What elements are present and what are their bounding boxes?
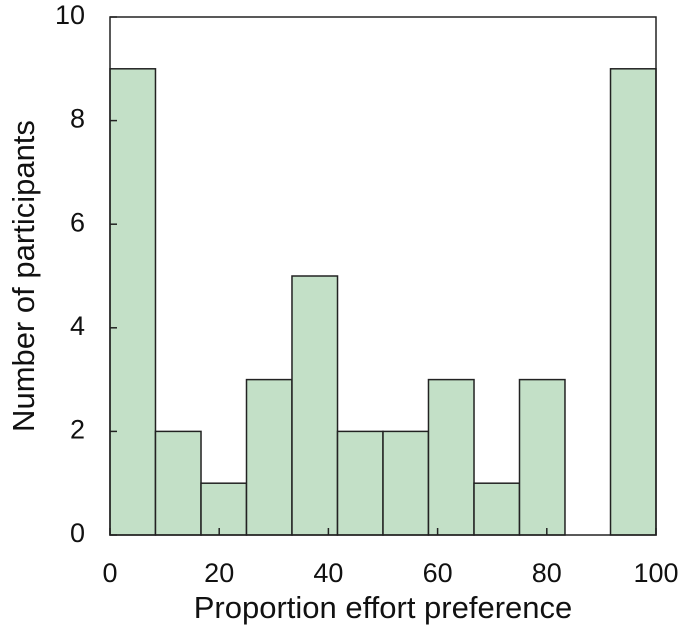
- y-tick-label: 0: [70, 518, 85, 548]
- y-tick-label: 6: [70, 207, 85, 237]
- bar: [200, 482, 248, 536]
- x-axis-label: Proportion effort preference: [194, 590, 573, 625]
- y-tick-label: 2: [70, 415, 85, 445]
- bar: [609, 68, 657, 536]
- bar: [291, 275, 339, 536]
- bar: [245, 378, 293, 536]
- y-tick-label: 8: [70, 104, 85, 134]
- bar: [518, 378, 566, 536]
- bar: [427, 378, 475, 536]
- x-tick-label: 0: [102, 558, 117, 588]
- y-tick-label: 10: [55, 0, 85, 30]
- x-tick-label: 100: [633, 558, 678, 588]
- y-tick-label: 4: [70, 311, 85, 341]
- bar: [109, 68, 157, 536]
- x-tick-label: 20: [204, 558, 234, 588]
- bar: [382, 430, 430, 536]
- bar: [336, 430, 384, 536]
- plot-frame: [109, 16, 657, 536]
- x-tick-label: 40: [313, 558, 343, 588]
- bar: [473, 482, 521, 536]
- bar: [154, 430, 202, 536]
- x-tick-label: 60: [423, 558, 453, 588]
- x-tick-label: 80: [532, 558, 562, 588]
- y-axis-label: Number of participants: [6, 120, 41, 432]
